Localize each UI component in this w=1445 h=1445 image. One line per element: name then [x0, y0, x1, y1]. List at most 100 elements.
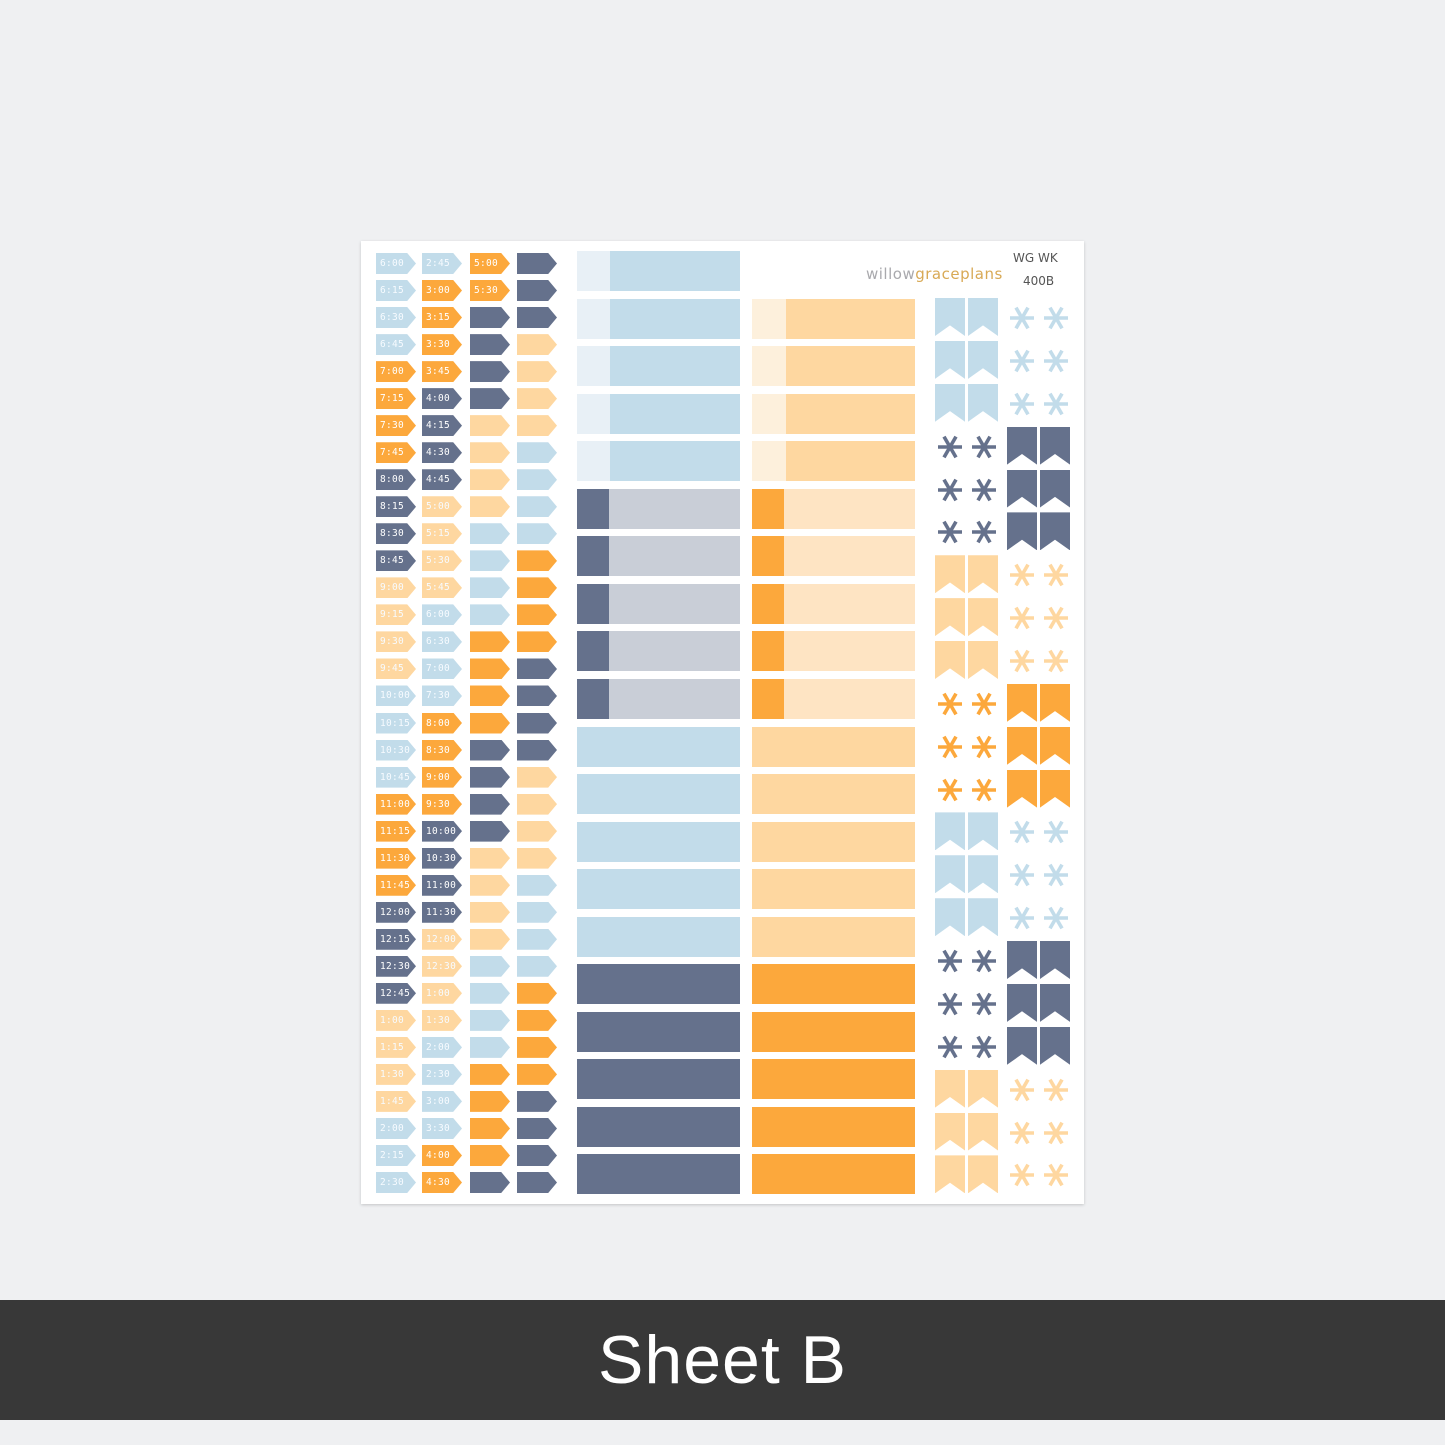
- banner-flag: [968, 1155, 998, 1194]
- time-flag: [517, 631, 557, 653]
- time-flag: 8:00: [422, 712, 462, 734]
- box-stub: [752, 441, 786, 482]
- time-flag: [470, 550, 510, 572]
- time-flag: 11:30: [422, 901, 462, 923]
- banner-flag: [1007, 941, 1037, 979]
- time-flag: 9:30: [376, 631, 416, 653]
- time-flag: [470, 361, 510, 383]
- box-sticker: [752, 631, 915, 672]
- asterisk-icon: [1010, 649, 1034, 673]
- banner-flag: [935, 598, 965, 637]
- time-flag: [470, 415, 510, 437]
- time-flag: 8:00: [376, 469, 416, 491]
- box-stub: [752, 298, 786, 339]
- time-flag: 5:15: [422, 523, 462, 545]
- banner-flag: [935, 812, 965, 851]
- asterisk-icon: [1044, 349, 1068, 373]
- time-flag: 7:00: [376, 361, 416, 383]
- box-sticker: [577, 393, 740, 434]
- asterisk-icon: [972, 992, 996, 1016]
- banner-flag: [1040, 426, 1070, 465]
- banner-flag: [935, 641, 965, 679]
- time-flag: 2:45: [422, 253, 462, 274]
- time-flag: 10:00: [376, 685, 416, 707]
- time-flag: 5:00: [422, 496, 462, 518]
- asterisk-icon: [1010, 1121, 1034, 1144]
- box-sticker: [577, 583, 740, 624]
- asterisk-icon: [1044, 1078, 1068, 1101]
- box-sticker: [577, 964, 740, 1005]
- time-flag: 6:30: [376, 307, 416, 329]
- time-flag: [517, 415, 557, 437]
- time-flag: 3:30: [422, 334, 462, 356]
- time-flag: 4:30: [422, 442, 462, 464]
- asterisk-icon: [972, 735, 996, 758]
- asterisk-icon: [1010, 563, 1034, 587]
- time-flag: [517, 685, 557, 707]
- box-sticker: [752, 1106, 915, 1147]
- time-flag: 11:30: [376, 847, 416, 869]
- asterisk-icon: [1044, 1164, 1068, 1187]
- asterisk-icon: [972, 435, 996, 458]
- time-flag: [470, 820, 510, 842]
- time-flag: [470, 658, 510, 680]
- time-flag: 12:00: [376, 901, 416, 923]
- box-sticker: [577, 678, 740, 719]
- box-sticker: [577, 536, 740, 577]
- time-flag: 10:30: [422, 847, 462, 869]
- time-flag: [517, 280, 557, 302]
- box-sticker: [752, 869, 915, 910]
- box-stub: [577, 441, 610, 482]
- brand-logo: willowgraceplans: [866, 265, 1003, 283]
- time-flag: 8:30: [376, 523, 416, 545]
- asterisk-icon: [1010, 821, 1034, 844]
- time-flag: 11:45: [376, 874, 416, 896]
- time-flag: [470, 712, 510, 734]
- time-flag: 9:30: [422, 793, 462, 815]
- time-flag: [517, 334, 557, 356]
- banner-flag: [1040, 683, 1070, 722]
- asterisk-icon: [972, 478, 996, 501]
- time-flag: [470, 1009, 510, 1031]
- banner-flag: [1040, 726, 1070, 765]
- banner-flag: [1007, 983, 1037, 1022]
- asterisk-icon: [972, 778, 996, 801]
- sheet-code-line2: 400B: [1023, 274, 1055, 288]
- time-flag: 4:45: [422, 469, 462, 491]
- time-flag: 8:30: [422, 739, 462, 761]
- time-flag: [470, 874, 510, 896]
- sticker-sheet: willowgraceplans WG WK 400B 6:00 6:15 6:30…: [361, 241, 1084, 1204]
- box-sticker: [752, 774, 915, 815]
- banner-flag: [1040, 469, 1070, 508]
- time-flag: [517, 901, 557, 923]
- time-flag: [517, 1144, 557, 1166]
- time-flag: [470, 1144, 510, 1166]
- banner-flag: [1040, 941, 1070, 979]
- time-flag: [470, 1117, 510, 1139]
- banner-flag: [1007, 1026, 1037, 1065]
- banner-flag: [935, 1069, 965, 1108]
- box-stub: [752, 583, 784, 624]
- asterisk-icon: [1044, 821, 1068, 844]
- time-flag: [470, 901, 510, 923]
- time-flag: [517, 847, 557, 869]
- time-flag: 10:15: [376, 712, 416, 734]
- time-flag: 11:00: [376, 793, 416, 815]
- time-flag: [517, 1172, 557, 1194]
- time-flag: [470, 523, 510, 545]
- banner-flag: [968, 555, 998, 594]
- time-flag: [517, 523, 557, 545]
- banner-flag: [1007, 426, 1037, 465]
- asterisk-icon: [1044, 1121, 1068, 1144]
- box-stub: [577, 488, 609, 529]
- time-flag: 12:30: [376, 955, 416, 977]
- asterisk-icon: [1010, 906, 1034, 930]
- time-flag: [517, 577, 557, 599]
- box-stub: [752, 346, 786, 387]
- asterisk-icon: [1010, 306, 1034, 330]
- time-flag: [470, 685, 510, 707]
- time-flag: [470, 1090, 510, 1112]
- box-sticker: [752, 298, 915, 339]
- asterisk-icon: [1044, 864, 1068, 887]
- time-flag: 8:45: [376, 550, 416, 572]
